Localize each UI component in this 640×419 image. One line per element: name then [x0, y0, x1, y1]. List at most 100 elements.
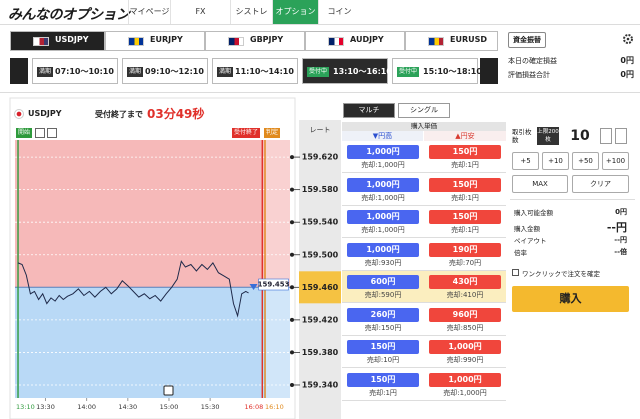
low-sell: 売却:850円 — [446, 323, 484, 332]
session-slot[interactable]: 満期 09:10〜12:10 — [122, 58, 208, 84]
session-time: 09:10〜12:10 — [145, 67, 204, 76]
tick-dot — [290, 252, 294, 257]
upper-zone — [15, 140, 290, 288]
y-tick-label: 159.620 — [302, 153, 339, 162]
high-button[interactable]: 1,000円 — [347, 242, 419, 257]
transfer-button[interactable]: 資金振替 — [508, 32, 546, 48]
low-button[interactable]: 150円 — [429, 177, 501, 192]
high-button[interactable]: 1,000円 — [347, 210, 419, 225]
x-tick-label: 15:00 — [160, 403, 179, 411]
one-click-checkbox[interactable] — [512, 269, 519, 276]
step-button[interactable]: +100 — [602, 152, 629, 170]
price-header: 購入単価 — [342, 122, 506, 131]
quantity-label: 取引枚数 — [512, 128, 532, 144]
countdown-label: 受付終了まで — [95, 110, 143, 119]
flag — [328, 37, 344, 46]
high-button[interactable]: 1,000円 — [347, 145, 419, 160]
high-button[interactable]: 150円 — [347, 340, 419, 355]
currency-tab[interactable]: EURJPY — [105, 31, 205, 51]
high-button[interactable]: 1,000円 — [347, 177, 419, 192]
step-button[interactable]: +10 — [542, 152, 569, 170]
summary-label: 購入可能金額 — [514, 209, 553, 217]
tick-dot — [290, 350, 294, 355]
close-badge: 受付終了 — [232, 128, 261, 138]
currency-tab[interactable]: EURUSD — [405, 31, 498, 51]
zoom-in[interactable] — [47, 128, 57, 138]
nav-tab[interactable]: オプション — [272, 0, 318, 24]
low-sell: 売却:1,000円 — [443, 388, 487, 397]
atm-rate-bg — [299, 271, 341, 304]
currency-tab[interactable]: AUDJPY — [305, 31, 405, 51]
low-button[interactable]: 430円 — [429, 275, 501, 290]
low-sell: 売却:70円 — [448, 258, 482, 267]
high-button[interactable]: 260円 — [347, 307, 419, 322]
header-rule — [0, 24, 640, 25]
next-button[interactable] — [480, 58, 498, 84]
quantity-plus[interactable] — [615, 128, 627, 144]
step-button[interactable]: +5 — [512, 152, 539, 170]
currency-tab[interactable]: USDJPY — [10, 31, 105, 51]
clear-button[interactable]: クリア — [572, 175, 629, 193]
x-tick-label: 13:30 — [36, 403, 55, 411]
logo: みんなのオプション — [8, 7, 130, 23]
realized-label: 本日の確定損益 — [508, 57, 557, 65]
low-sell: 売却:1円 — [451, 226, 479, 235]
step-button[interactable]: +50 — [572, 152, 599, 170]
flag — [14, 109, 24, 119]
low-button[interactable]: 960円 — [429, 307, 501, 322]
buy-button[interactable]: 購入 — [512, 286, 629, 312]
low-button[interactable]: 1,000円 — [429, 340, 501, 355]
currency-label: USDJPY — [55, 35, 89, 44]
nav-tab[interactable]: マイページ — [128, 0, 170, 24]
tick-dot — [290, 317, 294, 322]
nav-tab[interactable]: FX — [170, 0, 230, 24]
session-status: 満期 — [217, 67, 234, 77]
low-button[interactable]: 190円 — [429, 242, 501, 257]
summary-value: 0円 — [615, 208, 627, 216]
tick-dot — [290, 187, 294, 192]
session-slot[interactable]: 受付中 13:10〜16:10 — [302, 58, 392, 84]
limit-badge: 上限200枚 — [537, 127, 559, 145]
y-tick-label: 159.540 — [302, 218, 339, 227]
judge-badge: 判定 — [264, 128, 281, 138]
flag — [228, 37, 244, 46]
low-button[interactable]: 1,000円 — [429, 372, 501, 387]
high-button[interactable]: 600円 — [347, 275, 419, 290]
prev-button[interactable] — [10, 58, 28, 84]
ladder-tab[interactable]: マルチ — [343, 103, 395, 118]
settings-icon[interactable] — [623, 34, 633, 44]
quantity-minus[interactable] — [600, 128, 612, 144]
tick-dot — [290, 220, 294, 225]
ladder-tab[interactable]: シングル — [398, 103, 450, 118]
tick-dot — [290, 155, 294, 160]
low-button[interactable]: 150円 — [429, 210, 501, 225]
lower-zone — [15, 287, 290, 398]
settings-icon-hole — [626, 37, 630, 41]
low-button[interactable]: 150円 — [429, 145, 501, 160]
max-button[interactable]: MAX — [512, 175, 568, 193]
nav-tab[interactable]: シストレ — [230, 0, 272, 24]
zoom-out[interactable] — [35, 128, 45, 138]
high-button[interactable]: 150円 — [347, 372, 419, 387]
session-slot[interactable]: 満期 07:10〜10:10 — [32, 58, 118, 84]
currency-tab[interactable]: GBPJPY — [205, 31, 305, 51]
y-tick-label: 159.340 — [302, 380, 339, 389]
x-tick-label: 14:00 — [77, 403, 96, 411]
session-slot[interactable]: 受付中 15:10〜18:10 — [392, 58, 482, 84]
current-price-label: 159.453 — [258, 281, 290, 289]
quantity-input[interactable]: 10 — [570, 128, 590, 144]
nav-tab[interactable]: コイン — [318, 0, 360, 24]
high-header: ▼円高 — [342, 131, 423, 141]
realized-value: 0円 — [620, 56, 634, 65]
low-sell: 売却:410円 — [446, 291, 484, 300]
x-tick-label: 16:08 — [245, 403, 264, 411]
summary-label: 購入金額 — [514, 225, 540, 233]
session-slot[interactable]: 満期 11:10〜14:10 — [212, 58, 298, 84]
high-sell: 売却:1円 — [369, 388, 397, 397]
y-tick-label: 159.580 — [302, 185, 339, 194]
session-time: 07:10〜10:10 — [55, 67, 114, 76]
rate-header: レート — [310, 126, 331, 134]
countdown: 03分49秒 — [147, 107, 205, 121]
current-price-box — [258, 278, 289, 291]
summary-value: --倍 — [614, 248, 627, 256]
